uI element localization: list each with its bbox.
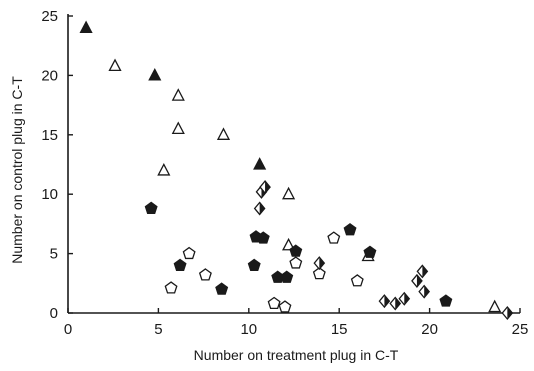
- plot-frame: [67, 14, 520, 314]
- half-filled-diamond-point: [378, 294, 391, 309]
- x-tick-label: 10: [240, 321, 257, 338]
- x-tick-label: 20: [421, 321, 438, 338]
- filled-pentagon-point: [173, 258, 187, 271]
- axis-ticks: 0 5 10 15 20 25 0 5 10 15 20 25: [41, 8, 528, 338]
- open-pentagon-point: [350, 274, 364, 287]
- half-filled-diamond-point: [253, 201, 266, 216]
- x-tick-label: 0: [64, 321, 72, 338]
- open-triangle-point: [171, 121, 185, 135]
- open-pentagon-point: [267, 296, 281, 310]
- half-filled-diamond-point: [259, 180, 271, 195]
- open-pentagon-point: [278, 300, 292, 313]
- y-tick-label: 15: [41, 127, 58, 144]
- x-tick-label: 25: [512, 321, 529, 338]
- y-tick-label: 5: [50, 246, 58, 263]
- filled-pentagon-point: [280, 270, 294, 283]
- filled-pentagon-point: [363, 245, 377, 258]
- open-triangle-point: [216, 127, 231, 140]
- open-pentagon-point: [182, 246, 196, 260]
- filled-pentagon-point: [439, 294, 453, 307]
- open-triangle-point: [282, 237, 296, 251]
- filled-pentagon-point: [343, 223, 357, 236]
- y-axis-title: Number on control plug in C-T: [9, 76, 25, 264]
- half-filled-diamond-point: [418, 284, 431, 299]
- open-triangle-point: [282, 186, 296, 200]
- open-pentagon-point: [312, 266, 326, 280]
- x-tick-label: 5: [154, 321, 162, 338]
- half-filled-diamond-point: [389, 296, 402, 311]
- open-triangle-point: [488, 299, 502, 313]
- filled-triangle-point: [253, 157, 267, 170]
- filled-triangle-point: [79, 20, 93, 34]
- open-pentagon-point: [164, 281, 178, 294]
- x-tick-label: 15: [331, 321, 348, 338]
- open-triangle-point: [108, 58, 122, 72]
- y-tick-label: 10: [41, 186, 58, 203]
- half-filled-diamond-point: [398, 291, 411, 306]
- half-filled-diamond-point: [313, 256, 326, 271]
- y-tick-label: 20: [41, 67, 58, 84]
- data-points: [79, 20, 514, 321]
- open-triangle-point: [157, 163, 171, 176]
- open-pentagon-point: [327, 231, 341, 244]
- filled-pentagon-point: [144, 201, 158, 214]
- open-triangle-point: [171, 88, 185, 101]
- filled-pentagon-point: [247, 258, 261, 271]
- x-axis-title: Number on treatment plug in C-T: [194, 347, 399, 363]
- filled-pentagon-point: [289, 244, 303, 257]
- half-filled-diamond-point: [416, 264, 429, 279]
- open-pentagon-point: [198, 268, 212, 281]
- y-tick-label: 0: [50, 305, 58, 322]
- filled-triangle-point: [148, 67, 162, 81]
- half-filled-diamond-point: [411, 273, 423, 288]
- y-tick-label: 25: [41, 8, 58, 25]
- open-pentagon-point: [289, 256, 303, 269]
- half-filled-diamond-point: [501, 305, 514, 321]
- filled-pentagon-point: [215, 282, 229, 295]
- filled-pentagon-point: [256, 231, 270, 244]
